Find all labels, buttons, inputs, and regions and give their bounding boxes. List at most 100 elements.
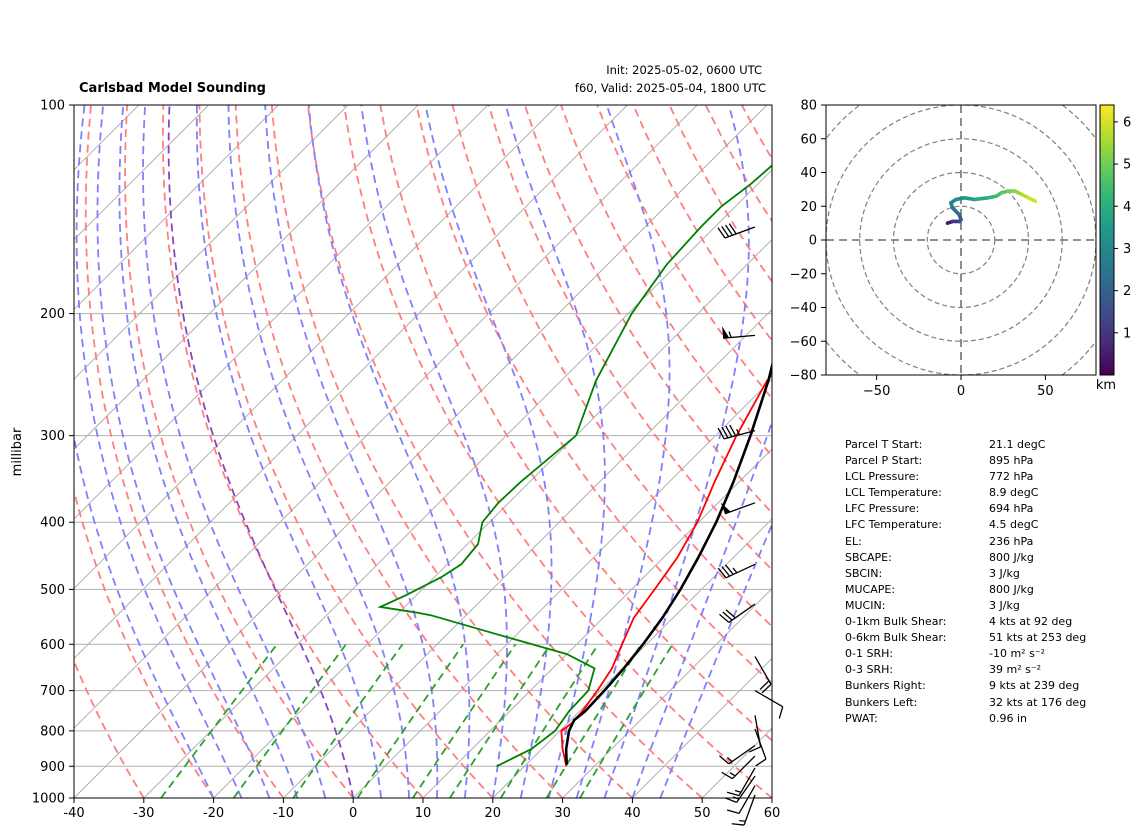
param-row: LFC Pressure: 694 hPa <box>845 501 1125 517</box>
param-value: 21.1 degC <box>989 438 1046 451</box>
param-row: Bunkers Right: 9 kts at 239 deg <box>845 678 1125 694</box>
dewpoint-profile <box>377 164 772 768</box>
height-colorbar: 1 2 3 4 5 6 <box>1099 104 1131 376</box>
dry-adiabat <box>307 105 703 798</box>
param-row: 0-1 SRH: -10 m² s⁻² <box>845 646 1125 662</box>
param-value: 3 J/kg <box>989 598 1020 612</box>
isotherm <box>283 308 772 798</box>
dry-adiabat <box>74 487 215 798</box>
param-label: Bunkers Right: <box>845 679 926 693</box>
hodograph-segment <box>972 196 990 202</box>
dry-adiabat <box>451 105 772 628</box>
x-tick-label: 10 <box>415 806 432 821</box>
x-tick-label: 20 <box>485 806 502 821</box>
valid-time: f60, Valid: 2025-05-04, 1800 UTC <box>575 81 766 95</box>
isotherm <box>74 105 558 590</box>
y-tick-label: 400 <box>40 516 65 531</box>
isotherm <box>352 378 772 798</box>
param-row: SBCIN: 3 J/kg <box>845 566 1125 582</box>
moist-adiabat <box>659 522 772 798</box>
parcel-profile <box>564 360 772 765</box>
x-tick-label: -40 <box>63 806 84 821</box>
y-tick-label: 800 <box>40 724 65 739</box>
param-value: 800 J/kg <box>989 550 1034 564</box>
param-row: 0-1km Bulk Shear: 4 kts at 92 deg <box>845 614 1125 630</box>
hodograph-segment <box>1026 196 1038 203</box>
chart-title: Carlsbad Model Sounding <box>79 81 266 96</box>
y-tick-label: 600 <box>40 638 65 653</box>
moist-adiabat <box>227 105 410 798</box>
moist-adiabat <box>424 105 553 798</box>
x-tick-label: -20 <box>203 806 224 821</box>
param-label: LCL Temperature: <box>845 486 942 500</box>
skew-t-frame <box>73 104 773 799</box>
param-row: Bunkers Left: 32 kts at 176 deg <box>845 695 1125 711</box>
param-label: 0-3 SRH: <box>845 663 894 677</box>
param-row: LCL Pressure: 772 hPa <box>845 469 1125 485</box>
param-label: Parcel T Start: <box>845 438 923 451</box>
colorbar-gradient <box>1099 104 1115 376</box>
dry-adiabat <box>596 105 772 400</box>
moist-adiabat <box>118 105 299 798</box>
colorbar-tick-label: 3 <box>1123 242 1131 257</box>
skew-t-plot: -40 -30 -20 -10 0 10 20 30 40 50 60 1000 900 800 700 60… <box>32 99 784 826</box>
init-time: Init: 2025-05-02, 0600 UTC <box>606 63 762 77</box>
moist-adiabat <box>74 433 215 798</box>
param-label: Parcel P Start: <box>845 454 923 468</box>
isotherm <box>74 105 419 450</box>
param-label: MUCIN: <box>845 598 886 612</box>
colorbar-tick-label: 5 <box>1123 158 1131 173</box>
x-tick-label: -10 <box>273 806 294 821</box>
moist-adiabat <box>504 105 606 798</box>
param-label: MUCAPE: <box>845 582 896 596</box>
param-label: SBCAPE: <box>845 550 892 564</box>
wind-barb <box>717 223 756 239</box>
param-value: 772 hPa <box>989 470 1034 484</box>
wind-barb <box>748 715 762 753</box>
param-value: 0.96 in <box>989 711 1028 725</box>
isotherm <box>213 238 772 798</box>
param-row: 0-3 SRH: 39 m² s⁻² <box>845 662 1125 678</box>
param-label: LFC Pressure: <box>845 502 920 516</box>
wind-barb <box>726 767 756 797</box>
y-tick-label: 100 <box>40 99 65 114</box>
hodograph-plot: −50 0 50 80 60 40 20 0 −20 −40 −60 −80 <box>790 99 1097 399</box>
param-value: 4 kts at 92 deg <box>989 615 1073 629</box>
hodo-x-tick-label: −50 <box>863 384 890 399</box>
isotherm <box>492 518 772 798</box>
hodo-y-tick-label: −40 <box>790 301 817 316</box>
isotherm <box>74 105 349 380</box>
isotherm <box>74 105 209 241</box>
skew-t-plot-area <box>74 105 772 798</box>
param-label: LCL Pressure: <box>845 470 920 484</box>
y-tick-label: 300 <box>40 429 65 444</box>
moist-adiabat <box>142 105 327 798</box>
param-value: 51 kts at 253 deg <box>989 631 1087 645</box>
hodo-y-tick-label: −60 <box>790 335 817 350</box>
y-tick-label: 1000 <box>32 792 65 807</box>
param-row: PWAT: 0.96 in <box>845 711 1125 727</box>
param-value: 8.9 degC <box>989 486 1039 500</box>
param-value: 9 kts at 239 deg <box>989 679 1080 693</box>
moist-adiabat <box>195 105 383 798</box>
isotherm <box>74 105 489 520</box>
param-row: MUCIN: 3 J/kg <box>845 598 1125 614</box>
isotherm <box>74 105 698 729</box>
moist-adiabat <box>603 105 750 798</box>
param-label: 0-1 SRH: <box>845 647 894 661</box>
mixing-ratio-line <box>545 643 642 798</box>
moist-adiabat <box>75 105 243 798</box>
y-tick-label: 700 <box>40 684 65 699</box>
param-value: 236 hPa <box>989 534 1034 548</box>
param-row: 0-6km Bulk Shear: 51 kts at 253 deg <box>845 630 1125 646</box>
param-value: 32 kts at 176 deg <box>989 695 1087 709</box>
param-row: MUCAPE: 800 J/kg <box>845 582 1125 598</box>
dry-adiabat <box>270 105 634 798</box>
isotherm <box>632 657 772 798</box>
wind-barb <box>717 563 756 579</box>
x-tick-label: 60 <box>764 806 781 821</box>
wind-barb <box>717 424 756 440</box>
param-label: LFC Temperature: <box>845 518 943 532</box>
dry-adiabat <box>415 105 772 685</box>
